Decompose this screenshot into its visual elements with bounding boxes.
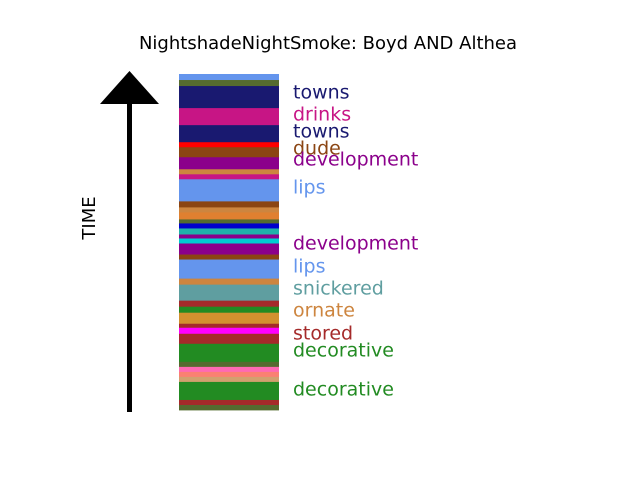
strip-segment: [179, 147, 279, 158]
word-label: lips: [293, 177, 326, 199]
word-label: drinks: [293, 104, 351, 126]
strip-segment: [179, 201, 279, 208]
word-label: development: [293, 149, 418, 171]
strip-segment: [179, 179, 279, 202]
strip-segment: [179, 381, 279, 401]
strip-segment: [179, 74, 279, 81]
color-strip: [179, 74, 279, 411]
strip-segment: [179, 399, 279, 406]
strip-segment: [179, 86, 279, 109]
strip-segment: [179, 404, 279, 411]
strip-segment: [179, 306, 279, 314]
strip-segment: [179, 343, 279, 363]
strip-segment: [179, 80, 279, 87]
strip-segment: [179, 371, 279, 378]
strip-segment: [179, 361, 279, 368]
word-label: towns: [293, 82, 350, 104]
time-arrow-head: [100, 71, 159, 104]
strip-segment: [179, 219, 279, 224]
strip-segment: [179, 228, 279, 235]
chart-title: NightshadeNightSmoke: Boyd AND Althea: [139, 33, 517, 54]
word-label: decorative: [293, 340, 394, 362]
strip-segment: [179, 366, 279, 373]
strip-segment: [179, 125, 279, 143]
time-arrow: [100, 71, 159, 412]
word-label: dude: [293, 138, 341, 160]
word-label: lips: [293, 256, 326, 278]
strip-segment: [179, 327, 279, 335]
strip-segment: [179, 243, 279, 255]
strip-segment: [179, 234, 279, 239]
strip-segment: [179, 259, 279, 280]
word-label: stored: [293, 323, 353, 345]
strip-segment: [179, 278, 279, 286]
y-axis-label: TIME: [79, 196, 100, 240]
strip-segment: [179, 212, 279, 220]
strip-segment: [179, 174, 279, 180]
word-label: ornate: [293, 300, 355, 322]
word-label: towns: [293, 121, 350, 143]
word-label: snickered: [293, 278, 384, 300]
strip-segment: [179, 312, 279, 325]
strip-segment: [179, 376, 279, 383]
strip-segment: [179, 300, 279, 308]
word-labels: townsdrinkstownsdudedevelopmentlipsdevel…: [293, 82, 418, 401]
strip-segment: [179, 333, 279, 345]
strip-segment: [179, 207, 279, 213]
strip-segment: [179, 223, 279, 229]
strip-segment: [179, 254, 279, 260]
strip-segment: [179, 157, 279, 170]
strip-segment: [179, 284, 279, 302]
strip-segment: [179, 142, 279, 148]
strip-segment: [179, 238, 279, 244]
word-label: development: [293, 233, 418, 255]
strip-segment: [179, 323, 279, 329]
strip-segment: [179, 169, 279, 175]
strip-segment: [179, 108, 279, 126]
word-label: decorative: [293, 379, 394, 401]
